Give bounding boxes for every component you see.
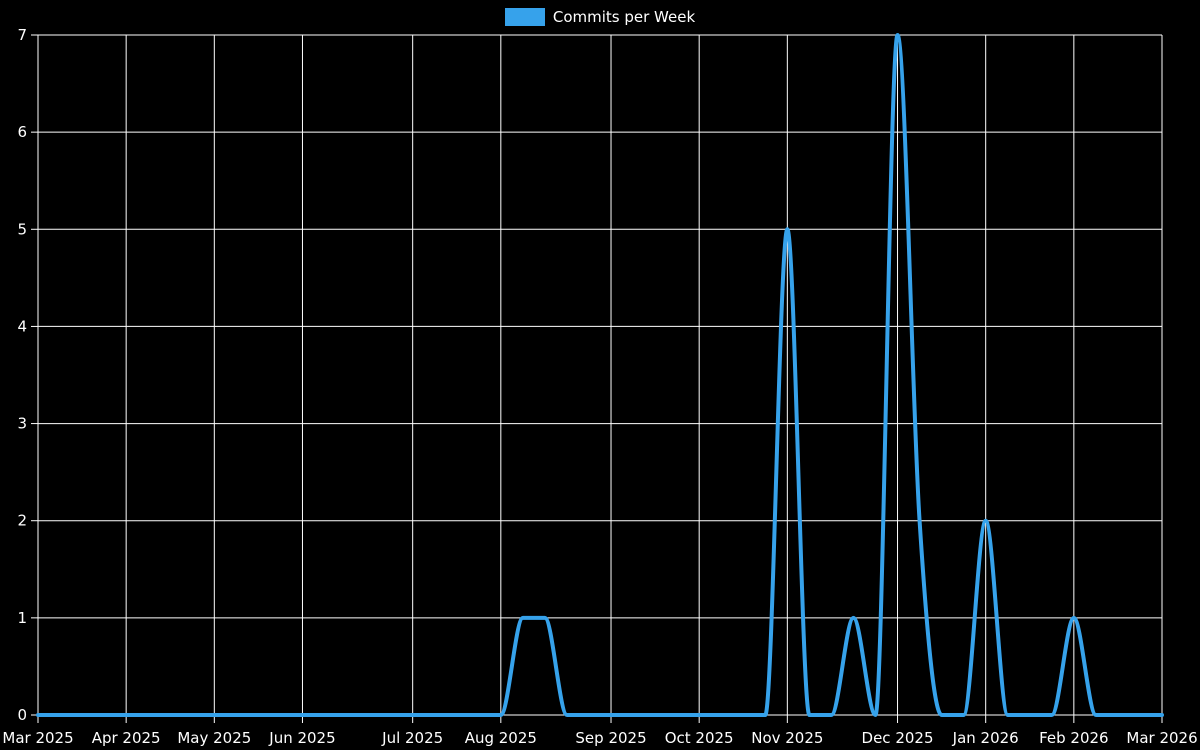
y-tick-label: 0 xyxy=(17,706,27,724)
x-tick-label: Aug 2025 xyxy=(465,729,537,747)
commits-line xyxy=(36,33,1164,717)
x-tick-label: Sep 2025 xyxy=(575,729,646,747)
x-tick-label: Jun 2025 xyxy=(268,729,335,747)
y-tick-label: 6 xyxy=(17,123,27,141)
x-tick-label: Mar 2026 xyxy=(1126,729,1197,747)
x-tick-label: Oct 2025 xyxy=(665,729,734,747)
x-tick-label: Dec 2025 xyxy=(862,729,934,747)
series-layer xyxy=(36,33,1164,717)
y-tick-label: 4 xyxy=(17,317,27,335)
y-tick-label: 5 xyxy=(17,220,27,238)
x-tick-label: Apr 2025 xyxy=(92,729,161,747)
y-tick-label: 7 xyxy=(17,26,27,44)
y-tick-label: 2 xyxy=(17,512,27,530)
grid-layer xyxy=(37,34,1163,716)
x-tick-label: Jan 2026 xyxy=(952,729,1019,747)
axis-layer xyxy=(31,34,1163,723)
x-tick-label: Feb 2026 xyxy=(1039,729,1109,747)
x-tick-label: Mar 2025 xyxy=(2,729,73,747)
y-tick-label: 3 xyxy=(17,415,27,433)
x-tick-label: May 2025 xyxy=(177,729,251,747)
x-tick-label: Nov 2025 xyxy=(751,729,823,747)
y-tick-label: 1 xyxy=(17,609,27,627)
axis-label-layer: 0 1 2 3 4 5 6 7 Mar 2025 Apr 2025 May 2025 Jun 2025… xyxy=(2,26,1197,747)
x-tick-label: Jul 2025 xyxy=(381,729,443,747)
